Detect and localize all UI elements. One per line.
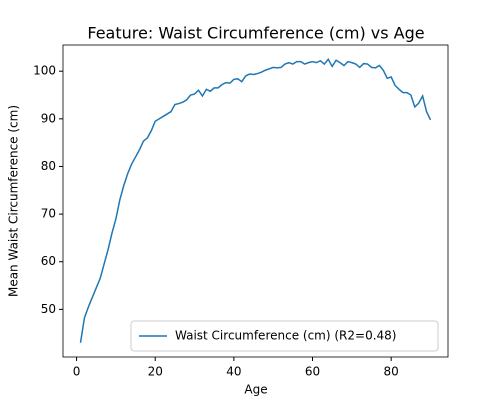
- x-axis-label: Age: [244, 383, 267, 397]
- y-tick-label: 70: [41, 207, 56, 221]
- axes-frame: [62, 44, 449, 358]
- x-tick-label: 60: [305, 365, 320, 379]
- y-tick-label: 50: [41, 302, 56, 316]
- x-tick-label: 40: [226, 365, 241, 379]
- legend-label: Waist Circumference (cm) (R2=0.48): [175, 329, 396, 343]
- line: [79, 57, 432, 343]
- chart-title: Feature: Waist Circumference (cm) vs Age: [87, 24, 424, 43]
- y-tick-label: 60: [41, 254, 56, 268]
- y-tick-label: 80: [41, 159, 56, 173]
- legend-box: [130, 320, 439, 352]
- x-tick-label: 0: [73, 365, 81, 379]
- x-tick-label: 20: [148, 365, 163, 379]
- y-tick-label: 100: [33, 64, 56, 78]
- x-tick-label: 80: [384, 365, 399, 379]
- y-tick-label: 90: [41, 111, 56, 125]
- y-axis-label: Mean Waist Circumference (cm): [7, 105, 21, 297]
